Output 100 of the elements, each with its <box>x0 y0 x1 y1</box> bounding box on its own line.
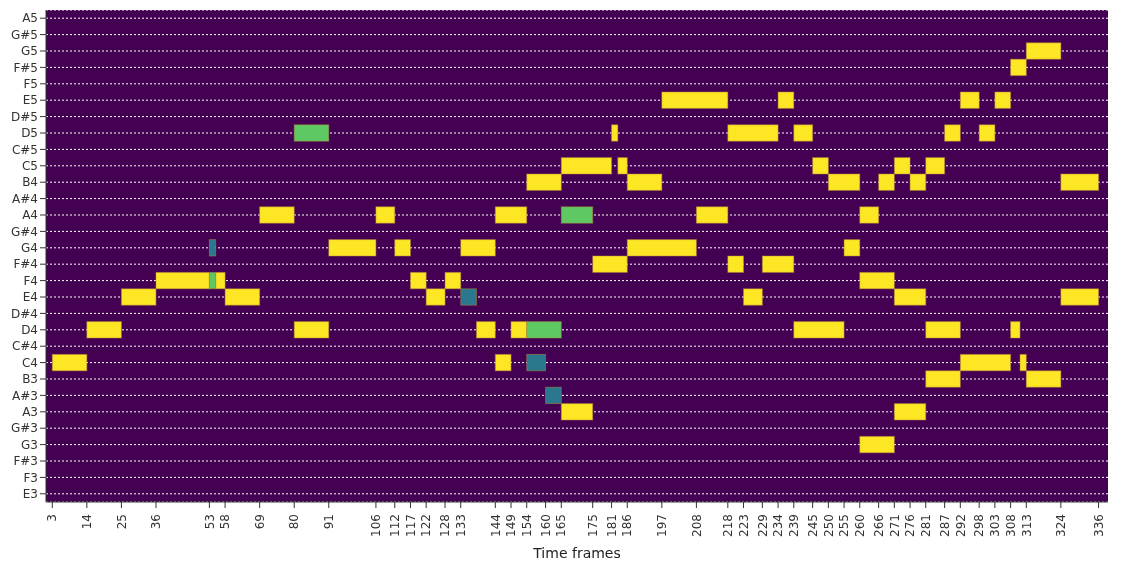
y-tick-label: G#3 <box>11 421 38 436</box>
y-tick-label: A#4 <box>12 191 38 206</box>
bar <box>375 206 396 224</box>
x-tick-label: 80 <box>287 514 302 530</box>
bar <box>259 206 295 224</box>
y-tick-label: D#5 <box>11 109 38 124</box>
bar <box>695 206 729 224</box>
bar <box>86 321 122 339</box>
bar <box>460 239 496 257</box>
x-tick-label: 281 <box>918 514 933 537</box>
bar <box>611 124 619 142</box>
y-tick-label: A3 <box>22 405 38 420</box>
y-tick-label: F#4 <box>13 257 38 272</box>
x-tick-label: 149 <box>504 514 519 537</box>
y-tick-label: F#5 <box>13 60 38 75</box>
x-tick-label: 181 <box>604 514 619 537</box>
x-tick-label: 229 <box>755 514 770 537</box>
bar <box>925 321 961 339</box>
x-tick-label: 14 <box>80 514 95 530</box>
x-tick-label: 197 <box>655 514 670 537</box>
x-tick-label: 25 <box>114 514 129 530</box>
x-tick-label: 292 <box>953 514 968 537</box>
x-tick-label: 250 <box>821 514 836 537</box>
bar <box>793 321 845 339</box>
x-tick-label: 298 <box>972 514 987 537</box>
y-tick-label: A5 <box>22 11 38 26</box>
bar <box>793 124 814 142</box>
x-tick-label: 313 <box>1019 514 1034 537</box>
x-tick-label: 186 <box>620 514 635 537</box>
x-tick-label: 133 <box>453 514 468 537</box>
bar <box>475 321 496 339</box>
y-tick-label: F4 <box>23 273 38 288</box>
y-tick-label: C5 <box>21 159 38 174</box>
y-tick-label: D4 <box>21 323 38 338</box>
x-tick-label: 336 <box>1091 514 1106 537</box>
x-tick-label: 160 <box>538 514 553 537</box>
bar <box>208 239 217 257</box>
x-tick-label: 245 <box>805 514 820 537</box>
bar <box>394 239 411 257</box>
y-tick-label: E4 <box>22 290 38 305</box>
x-tick-label: 276 <box>903 514 918 537</box>
bar <box>328 239 377 257</box>
bar <box>893 403 927 421</box>
x-tick-label: 154 <box>519 514 534 537</box>
x-tick-label: 255 <box>837 514 852 537</box>
y-tick-label: D5 <box>21 126 38 141</box>
bar <box>727 255 745 273</box>
bar <box>761 255 795 273</box>
bar <box>994 91 1012 109</box>
x-tick-label: 91 <box>321 514 336 530</box>
x-tick-label: 69 <box>252 514 267 530</box>
x-tick-label: 53 <box>202 514 217 530</box>
x-tick-label: 260 <box>852 514 867 537</box>
bar <box>944 124 961 142</box>
bar <box>859 435 895 454</box>
x-axis-title: Time frames <box>532 545 621 561</box>
bar <box>859 206 880 224</box>
x-tick-label: 122 <box>419 514 434 537</box>
y-tick-label: C4 <box>21 355 38 370</box>
x-tick-label: 308 <box>1003 514 1018 537</box>
bar <box>293 321 330 339</box>
y-tick-label: F#3 <box>13 454 38 469</box>
x-tick-label: 208 <box>689 514 704 537</box>
bar <box>1060 173 1100 191</box>
y-tick-label: G5 <box>21 44 38 59</box>
x-tick-label: 239 <box>787 514 801 537</box>
y-tick-label: E5 <box>22 93 38 108</box>
y-tick-label: E3 <box>22 487 38 502</box>
y-tick-label: B3 <box>22 372 38 387</box>
y-tick-label: F3 <box>23 470 38 485</box>
x-tick-label: 112 <box>387 514 402 537</box>
bar <box>843 239 861 257</box>
bar <box>743 288 763 306</box>
bar <box>494 353 512 372</box>
x-tick-label: 58 <box>218 514 233 530</box>
y-tick-label: C#5 <box>11 142 38 157</box>
x-tick-label: 234 <box>771 514 786 537</box>
x-tick-label: 3 <box>45 514 60 522</box>
y-tick-label: G#4 <box>11 224 38 239</box>
x-tick-label: 271 <box>887 514 902 537</box>
x-tick-label: 128 <box>438 514 453 537</box>
bar <box>959 91 980 109</box>
x-tick-label: 106 <box>369 514 384 537</box>
bar <box>777 91 795 109</box>
x-tick-label: 117 <box>403 514 418 537</box>
x-tick-label: 223 <box>736 514 751 537</box>
x-tick-label: 266 <box>871 514 886 537</box>
y-tick-label: G4 <box>21 241 38 256</box>
x-tick-label: 36 <box>149 514 164 530</box>
x-tick-label: 144 <box>488 514 503 537</box>
bar <box>526 353 547 372</box>
bar <box>494 206 528 224</box>
bar <box>978 124 996 142</box>
x-tick-label: 165 <box>554 514 569 537</box>
y-tick-label: G#5 <box>11 27 38 42</box>
x-tick-label: 218 <box>721 514 736 537</box>
bar <box>727 124 779 142</box>
y-tick-label: C#4 <box>11 339 38 354</box>
y-tick-label: B4 <box>22 175 38 190</box>
y-tick-label: A4 <box>22 208 38 223</box>
